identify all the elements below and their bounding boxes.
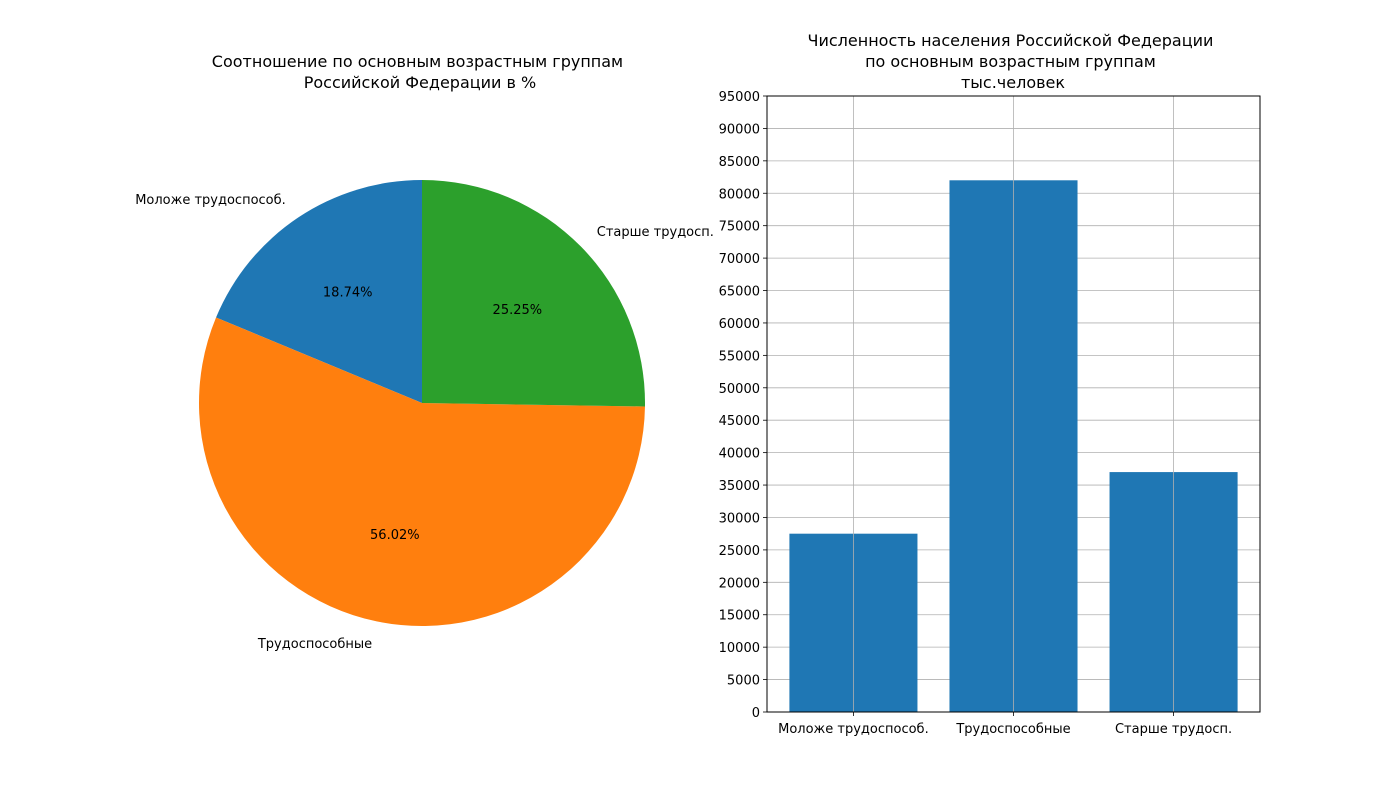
bar-title-line-3: тыс.человек: [961, 73, 1065, 92]
x-tick-label-1: Моложе трудоспособ.: [778, 722, 929, 737]
bar-title: Численность населения Российской Федерац…: [808, 31, 1219, 92]
bar-title-line-2: по основным возрастным группам: [865, 52, 1156, 71]
y-tick-label-60000: 60000: [719, 317, 760, 332]
pie-category-label-2: Трудоспособные: [257, 637, 372, 652]
y-tick-label-80000: 80000: [719, 187, 760, 202]
pie-slices: [199, 180, 645, 626]
pie-slice-1: [216, 180, 422, 403]
y-tick-label-45000: 45000: [719, 414, 760, 429]
x-tick-label-2: Трудоспособные: [955, 722, 1070, 737]
pie-percent-label-2: 56.02%: [370, 528, 420, 543]
bar-title-line-1: Численность населения Российской Федерац…: [808, 31, 1214, 50]
pie-percent-label-1: 18.74%: [323, 286, 373, 301]
bar-chart: Численность населения Российской Федерац…: [719, 31, 1261, 737]
y-tick-label-30000: 30000: [719, 511, 760, 526]
y-tick-label-10000: 10000: [719, 641, 760, 656]
y-tick-label-55000: 55000: [719, 349, 760, 364]
y-tick-label-75000: 75000: [719, 220, 760, 235]
pie-title: Соотношение по основным возрастным групп…: [212, 52, 628, 92]
pie-category-label-1: Моложе трудоспособ.: [135, 193, 286, 208]
pie-category-label-3: Старше трудосп.: [597, 225, 714, 240]
pie-chart: Соотношение по основным возрастным групп…: [135, 52, 714, 652]
y-tick-label-0: 0: [752, 706, 760, 721]
y-tick-label-35000: 35000: [719, 479, 760, 494]
pie-percent-label-3: 25.25%: [493, 303, 543, 318]
pie-title-line-1: Соотношение по основным возрастным групп…: [212, 52, 623, 71]
x-tick-label-3: Старше трудосп.: [1115, 722, 1232, 737]
y-tick-label-25000: 25000: [719, 544, 760, 559]
y-tick-label-90000: 90000: [719, 122, 760, 137]
pie-slice-2: [199, 317, 645, 626]
y-tick-label-85000: 85000: [719, 155, 760, 170]
pie-labels: 18.74% Моложе трудоспособ. 56.02% Трудоспос…: [135, 193, 714, 652]
pie-slice-3: [422, 180, 645, 407]
y-tick-label-40000: 40000: [719, 447, 760, 462]
bar-x-ticks: Моложе трудоспособ. Трудоспособные Старше …: [778, 712, 1232, 737]
y-tick-label-20000: 20000: [719, 576, 760, 591]
y-tick-label-50000: 50000: [719, 382, 760, 397]
y-tick-label-5000: 5000: [727, 674, 760, 689]
y-tick-label-65000: 65000: [719, 285, 760, 300]
bar-x-grid: [853, 96, 1174, 712]
y-tick-label-95000: 95000: [719, 90, 760, 105]
y-tick-label-15000: 15000: [719, 609, 760, 624]
bar-y-ticks: 0 5000 10000 15000 20000 25000 30000 35000 40000…: [719, 90, 767, 721]
y-tick-label-70000: 70000: [719, 252, 760, 267]
pie-title-line-2: Российской Федерации в %: [304, 73, 537, 92]
